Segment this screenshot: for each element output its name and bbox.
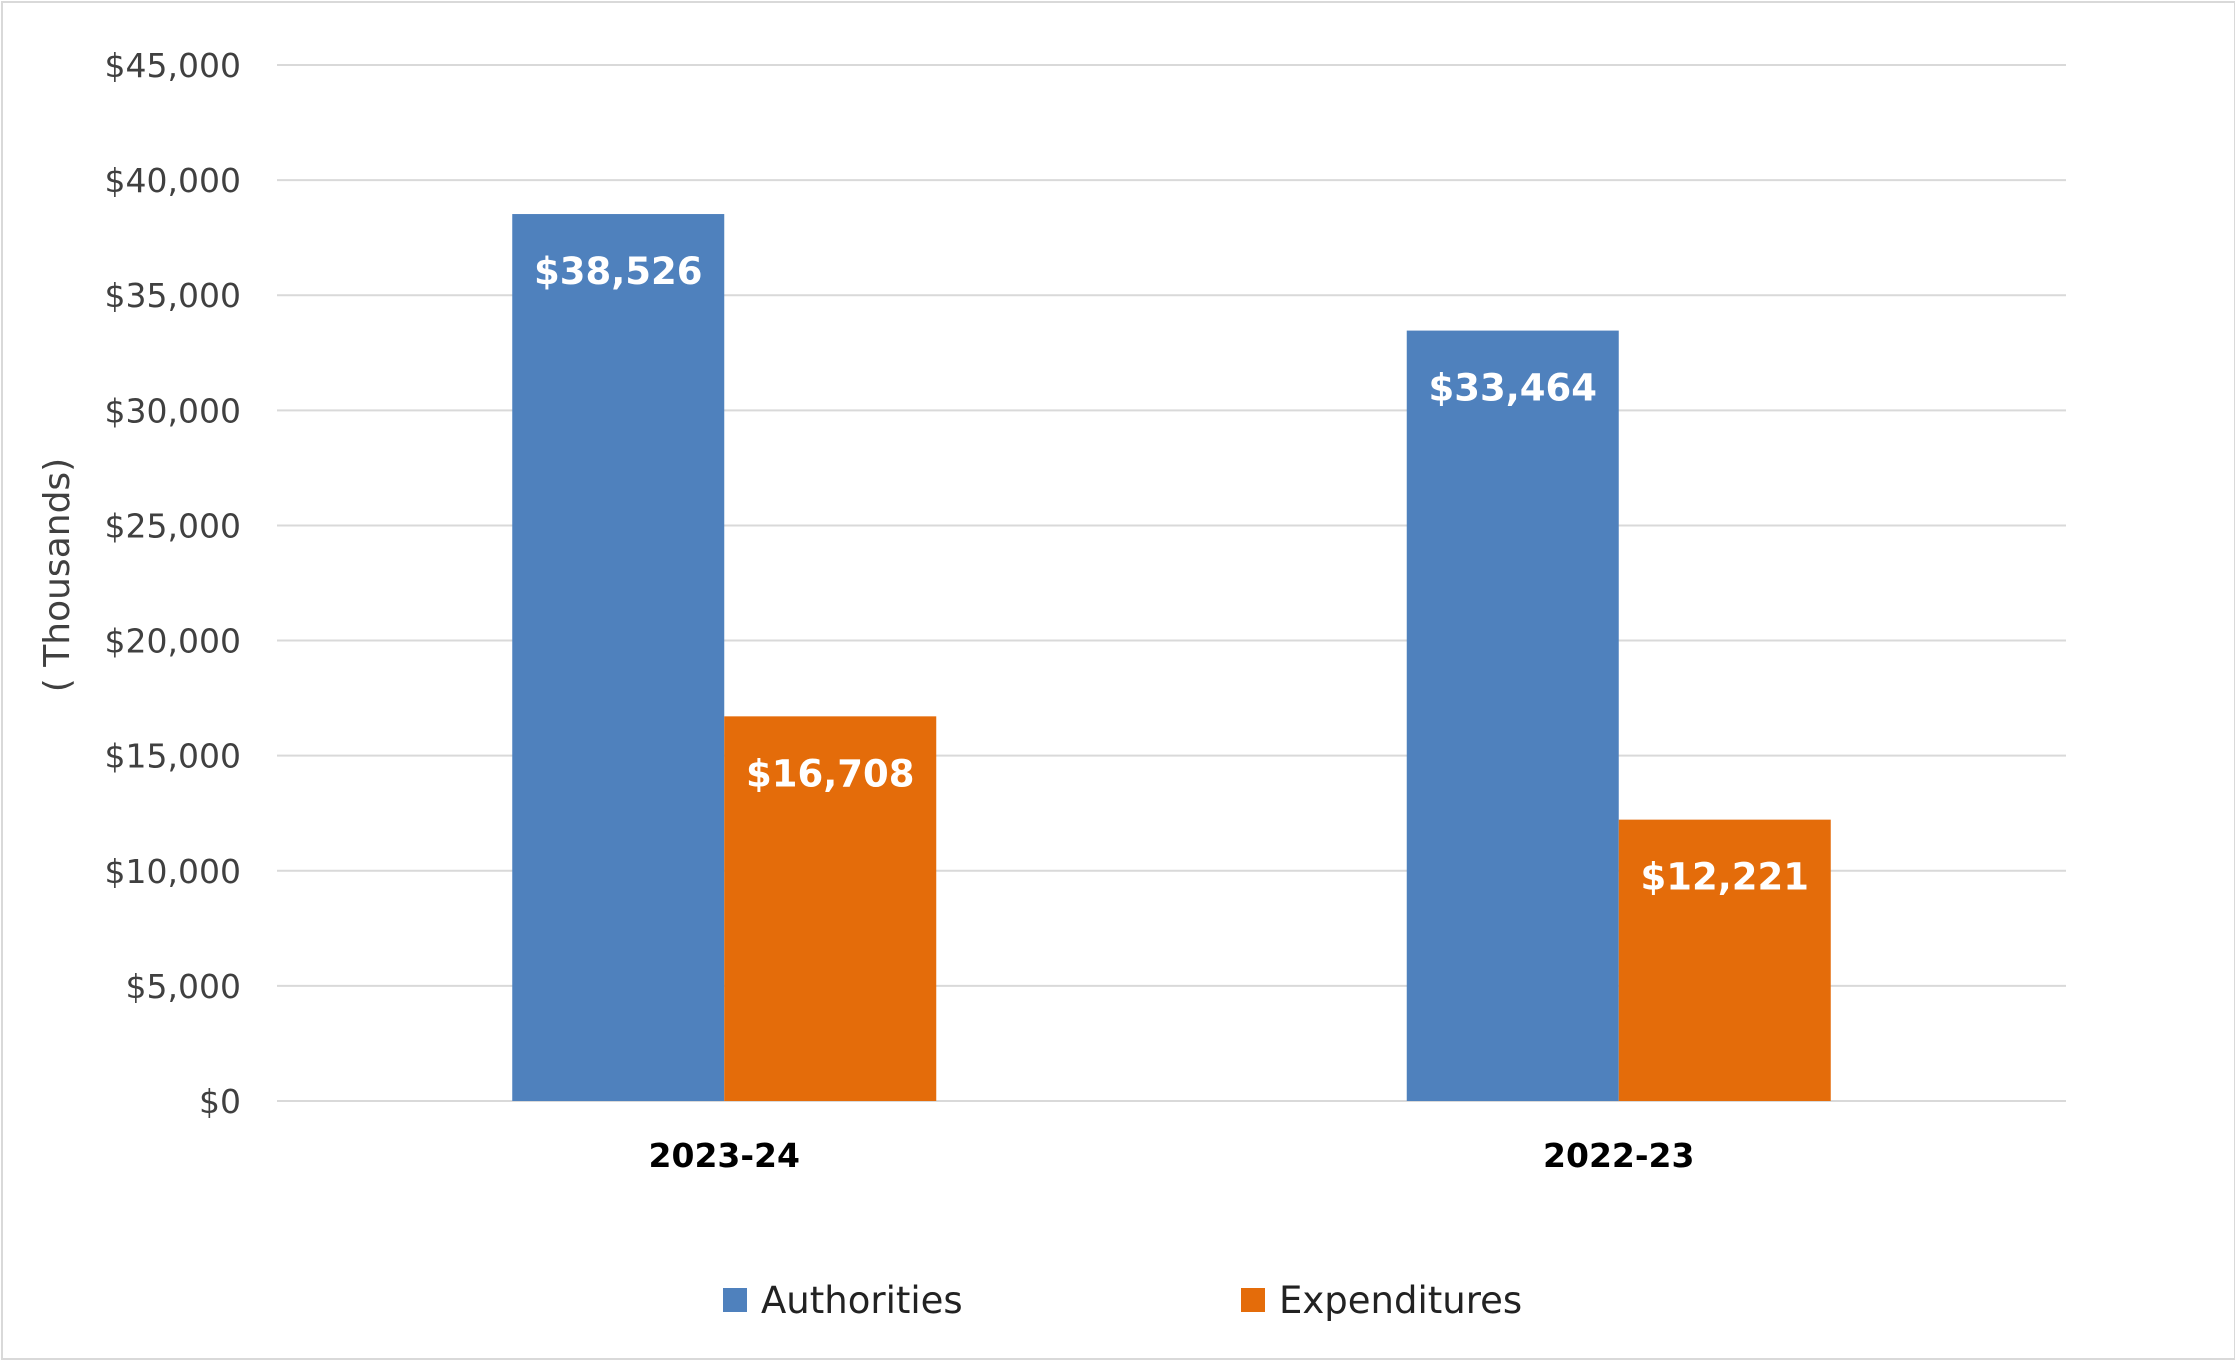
x-category-label: 2022-23 [1543,1136,1694,1175]
data-label: $12,221 [1640,856,1809,899]
legend-label-expenditures: Expenditures [1279,1279,1522,1322]
data-label: $16,708 [746,752,915,795]
x-category-label: 2023-24 [649,1136,800,1175]
y-tick-label: $10,000 [105,852,241,891]
bar-authorities-2023-24 [512,214,725,1101]
legend-label-authorities: Authorities [761,1279,963,1322]
y-tick-label: $5,000 [126,967,241,1006]
y-tick-label: $35,000 [105,276,241,315]
x-axis-categories: 2023-24 2022-23 [649,1136,1695,1175]
y-axis-title: ( Thousands) [37,458,78,692]
bars [512,214,1831,1101]
y-tick-label: $20,000 [105,622,241,661]
y-tick-label: $25,000 [105,506,241,545]
bar-authorities-2022-23 [1406,330,1619,1101]
data-label: $33,464 [1428,367,1597,410]
y-tick-label: $0 [199,1082,241,1121]
bar-expenditures-2023-24 [724,716,937,1101]
bar-chart: $0 $5,000 $10,000 $15,000 $20,000 $25,000 $30,… [37,46,2066,1322]
y-tick-label: $15,000 [105,737,241,776]
y-tick-label: $40,000 [105,161,241,200]
bar-expenditures-2022-23 [1618,819,1831,1101]
legend-swatch-expenditures [1241,1288,1265,1312]
y-axis-ticks: $0 $5,000 $10,000 $15,000 $20,000 $25,000 $30,… [105,46,241,1121]
data-labels: $38,526 $16,708 $33,464 $12,221 [534,250,1809,899]
y-tick-label: $30,000 [105,391,241,430]
legend-swatch-authorities [723,1288,747,1312]
y-tick-label: $45,000 [105,46,241,85]
legend: Authorities Expenditures [723,1279,1522,1322]
data-label: $38,526 [534,250,703,293]
